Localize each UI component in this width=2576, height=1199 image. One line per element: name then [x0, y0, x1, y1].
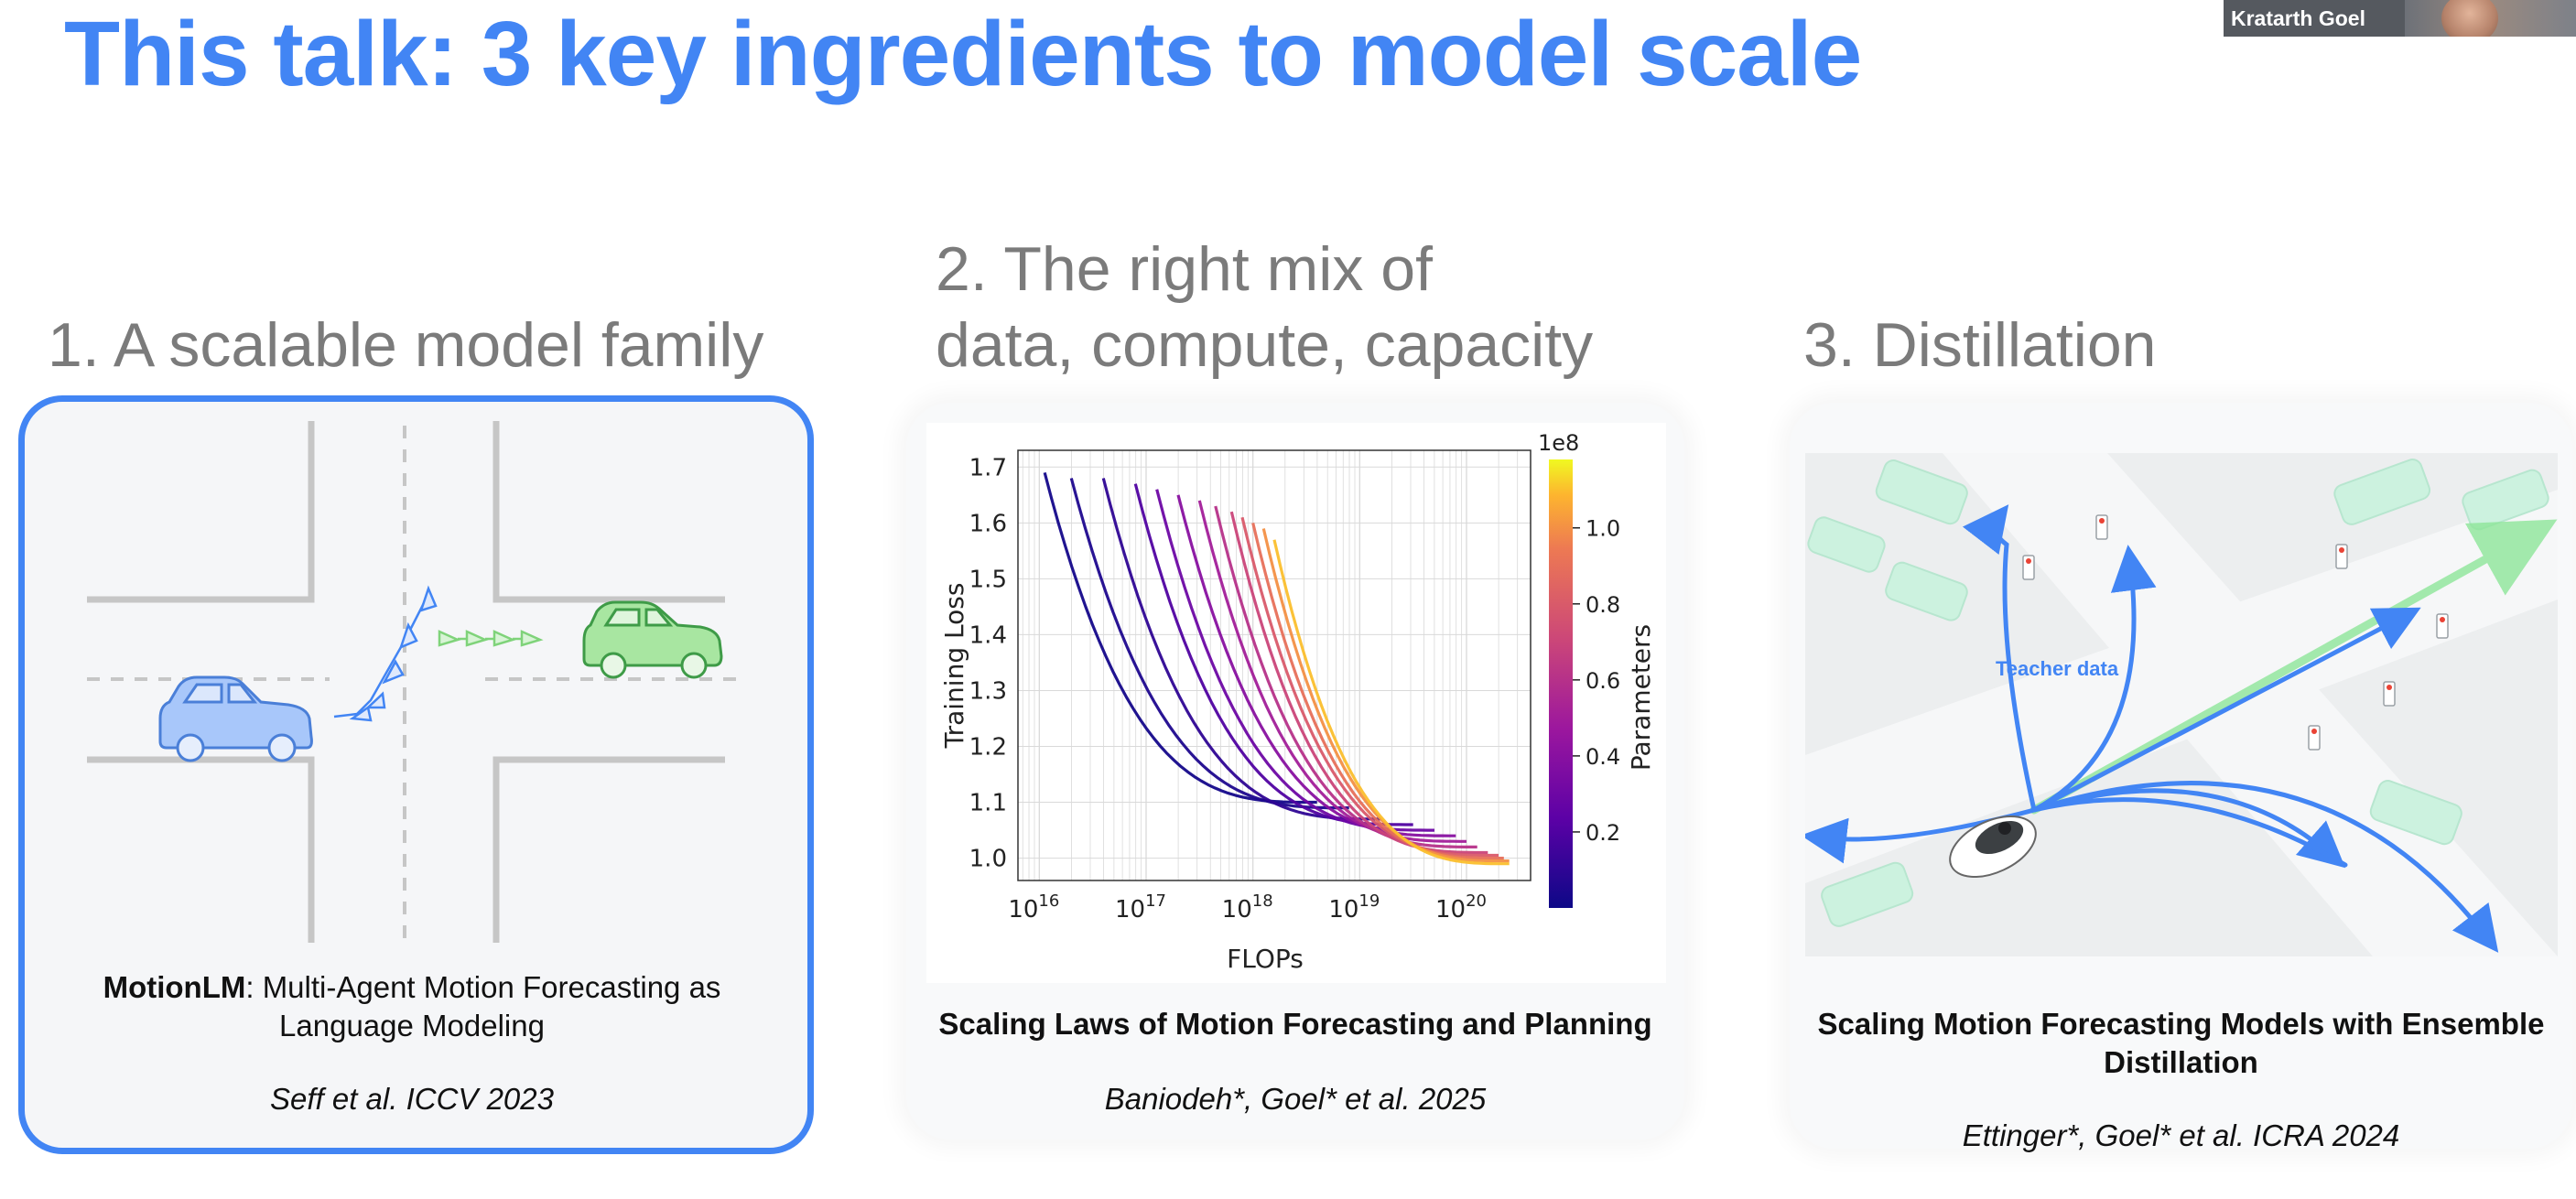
colorbar-label: Parameters — [1626, 624, 1656, 771]
teacher-trajectory-7 — [2031, 797, 2348, 868]
distillation-title-line1: Scaling Motion Forecasting Models with E… — [1817, 1007, 2545, 1041]
y-tick-label: 1.5 — [969, 566, 1007, 593]
y-tick-label: 1.3 — [969, 677, 1007, 705]
teacher-trajectory-2 — [2031, 545, 2157, 813]
distillation-title-line2: Distillation — [2104, 1045, 2258, 1079]
speaker-video-tile[interactable]: Kratarth Goel — [2224, 0, 2576, 37]
motionlm-citation: Seff et al. ICCV 2023 — [269, 1082, 554, 1116]
teacher-data-label: Teacher data — [1996, 657, 2119, 680]
ghost-vehicle-7 — [1821, 861, 1914, 927]
y-tick-label: 1.6 — [969, 510, 1007, 537]
colorbar-tick-label: 0.8 — [1586, 592, 1620, 618]
loss-curve — [1240, 516, 1499, 858]
ghost-vehicle-3 — [1885, 561, 1968, 621]
scaling-laws-chart: 1016 1017 1018 1019 1020 1.01.11.21.31.41.51… — [939, 430, 1656, 974]
loss-curve — [1229, 511, 1488, 855]
x-tick-label: 1019 — [1328, 891, 1380, 924]
intersection-diagram — [87, 421, 741, 943]
colorbar-tick-label: 0.2 — [1586, 820, 1620, 846]
ego-car-icon — [158, 675, 313, 762]
distillation-paper-title: Scaling Motion Forecasting Models with E… — [1790, 1005, 2572, 1082]
traffic-light-2 — [2022, 555, 2035, 580]
x-tick-labels: 1016 1017 1018 1019 1020 — [1008, 891, 1487, 924]
x-axis-label: FLOPs — [1227, 944, 1304, 974]
colorbar-tick-label: 1.0 — [1586, 516, 1620, 542]
loss-curve — [1251, 523, 1504, 860]
distillation-scene: Teacher data — [1805, 453, 2558, 956]
traffic-light-3 — [2335, 544, 2348, 569]
ghost-vehicle-6 — [2369, 780, 2462, 846]
traffic-light-4 — [2436, 613, 2449, 639]
scaling-laws-citation: Baniodeh*, Goel* et al. 2025 — [1104, 1082, 1487, 1116]
teacher-trajectory-1 — [1962, 504, 2037, 813]
colorbar — [1549, 459, 1573, 908]
section-3-heading: 3. Distillation — [1803, 310, 2157, 380]
teacher-trajectory-4 — [2031, 607, 2421, 813]
y-tick-label: 1.1 — [969, 790, 1007, 817]
section-2-heading-line2: data, compute, capacity — [936, 310, 1594, 380]
motionlm-title-rest-2: Language Modeling — [279, 1009, 545, 1042]
y-axis-label: Training Loss — [939, 583, 969, 750]
road-edge-top-left — [87, 421, 315, 603]
plot-frame — [1017, 449, 1532, 881]
road-edge-bottom-left — [87, 756, 315, 943]
traffic-light-1 — [2095, 514, 2108, 540]
slide-title: This talk: 3 key ingredients to model sc… — [64, 3, 1862, 105]
loss-curve — [1214, 505, 1477, 848]
motionlm-name: MotionLM — [103, 970, 246, 1004]
ground-truth-trajectory — [2029, 519, 2558, 815]
ghost-vehicle-4 — [2333, 459, 2431, 525]
section-1-heading: 1. A scalable model family — [48, 310, 764, 380]
loss-curve — [1176, 494, 1456, 837]
speaker-camera-feed — [2405, 0, 2576, 37]
ego-trajectory — [333, 585, 438, 722]
other-car-icon — [582, 600, 723, 679]
y-tick-label: 1.2 — [969, 734, 1007, 762]
other-agent-trajectory — [438, 630, 544, 647]
chart-grid — [1018, 450, 1531, 880]
loss-curve — [1272, 539, 1510, 866]
loss-curve — [1197, 500, 1467, 843]
scaling-laws-paper-title: Scaling Laws of Motion Forecasting and P… — [906, 1005, 1684, 1043]
distillation-citation: Ettinger*, Goel* et al. ICRA 2024 — [1962, 1118, 2400, 1152]
x-tick-label: 1018 — [1222, 891, 1273, 924]
road-edge-bottom-right — [492, 756, 725, 943]
x-tick-label: 1020 — [1435, 891, 1487, 924]
y-tick-labels: 1.0 1.1 1.2 1.3 1.4 1.5 1.6 1.7 — [969, 454, 1007, 872]
y-tick-label: 1.7 — [969, 454, 1007, 481]
section-2-heading-line1: 2. The right mix of — [936, 234, 1433, 304]
speaker-face — [2441, 0, 2498, 37]
teacher-trajectory-6 — [2031, 781, 2499, 953]
speaker-name: Kratarth Goel — [2231, 5, 2365, 30]
colorbar-multiplier: 1e8 — [1538, 430, 1579, 456]
colorbar-tick-label: 0.6 — [1586, 668, 1620, 694]
scaling-laws-title-text: Scaling Laws of Motion Forecasting and P… — [938, 1007, 1652, 1041]
y-tick-label: 1.4 — [969, 621, 1007, 649]
road-edge-top-right — [492, 421, 725, 603]
chart-panel — [926, 423, 1666, 983]
ego-vehicle-icon — [1949, 815, 2037, 879]
colorbar-ticks: 0.2 0.4 0.6 0.8 1.0 — [1573, 516, 1620, 846]
x-tick-label: 1017 — [1115, 891, 1166, 924]
y-tick-label: 1.0 — [969, 846, 1007, 873]
chart-series — [1043, 471, 1510, 866]
motionlm-title-rest-1: : Multi-Agent Motion Forecasting as — [245, 970, 721, 1004]
traffic-light-6 — [2308, 725, 2321, 751]
motionlm-paper-title: MotionLM: Multi-Agent Motion Forecasting… — [37, 968, 787, 1045]
x-tick-label: 1016 — [1008, 891, 1059, 924]
ghost-vehicle-5 — [2462, 469, 2549, 531]
motionlm-card — [18, 395, 814, 1154]
colorbar-tick-label: 0.4 — [1586, 744, 1620, 770]
traffic-light-5 — [2383, 681, 2396, 707]
ghost-vehicle-2 — [1807, 516, 1886, 573]
